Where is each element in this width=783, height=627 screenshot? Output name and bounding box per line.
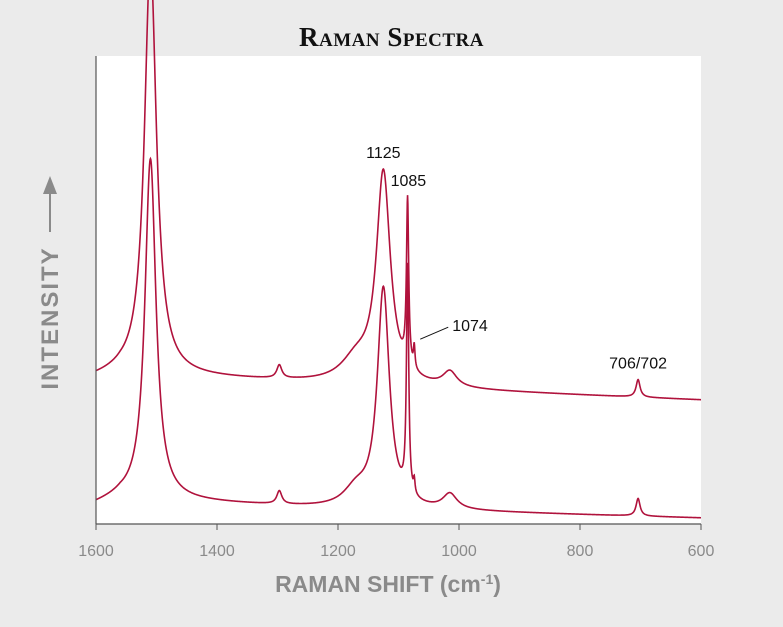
x-tick-layer: 1600 1400 1200 1000 800 600 [78, 524, 714, 560]
x-tick-label: 600 [688, 543, 715, 560]
series-layer [95, 0, 702, 519]
chart-title: Raman Spectra [299, 22, 484, 52]
peak-label-1085: 1085 [391, 173, 427, 190]
annotation-layer: 1510112510851074706/702 [366, 145, 667, 373]
y-axis-label: INTENSITY [37, 246, 64, 389]
peak-label-1074: 1074 [452, 318, 488, 335]
x-tick-label: 1000 [441, 543, 477, 560]
x-tick-label: 1400 [199, 543, 235, 560]
intensity-arrow-icon [43, 176, 57, 232]
x-axis-label-sup: -1 [481, 571, 494, 587]
x-axis-label-text: RAMAN SHIFT (cm [275, 571, 481, 597]
x-tick-label: 1200 [320, 543, 356, 560]
spectrum-line-2 [95, 156, 701, 519]
x-axis-label: RAMAN SHIFT (cm-1) [275, 571, 501, 597]
x-tick-label: 1600 [78, 543, 114, 560]
peak-leader-line [420, 326, 449, 340]
plot-area [96, 56, 701, 524]
peak-label-1125: 1125 [366, 145, 401, 162]
spectrum-line-1 [95, 0, 702, 401]
peak-label-706-702: 706/702 [609, 356, 667, 373]
x-axis-label-end: ) [493, 571, 501, 597]
x-tick-label: 800 [567, 543, 594, 560]
